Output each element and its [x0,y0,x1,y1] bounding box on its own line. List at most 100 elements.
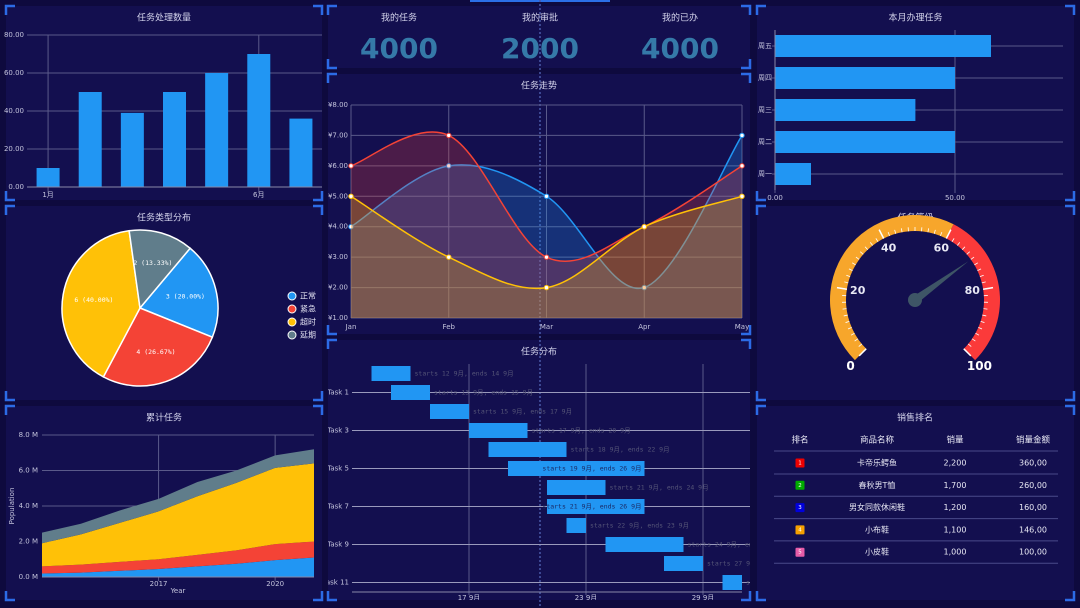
bar [205,73,229,187]
panel-corner [755,404,1076,602]
tick [963,348,972,357]
y-tick-label: ¥4.00 [328,223,348,231]
minor-tick [971,338,976,342]
tick [858,348,867,357]
rank-badge [795,525,805,535]
minor-tick [846,274,851,278]
panel-corner [755,204,1076,402]
minor-tick [961,246,966,250]
y-tick-label: 4.0 M [19,502,38,510]
tick [878,229,885,239]
panel-corner [755,4,1076,202]
y-tick-label: 60.00 [4,69,24,77]
panel-title: 累计任务 [146,412,182,424]
rank-badge [795,458,805,468]
slice-label: 4 (26.67%) [136,348,175,356]
bar [775,35,991,57]
minor-tick [966,251,971,255]
bar [775,67,955,89]
table-header: 销量 [946,435,964,446]
point [739,193,745,199]
panel-corner [326,72,752,336]
point [543,193,550,199]
area [42,557,314,577]
table-cell: 1,200 [944,503,967,512]
panel-corner [326,4,752,70]
pie-slice [61,229,141,378]
stat-label: 我的已办 [662,12,698,24]
bar [36,168,60,187]
panel-title: 任务分布 [521,346,557,358]
slice-label: 3 (20.00%) [166,293,205,301]
bar-label: starts 18 9月, ends 22 9月 [571,446,670,454]
bar-label: starts 30 9月, ends 01 10月 [746,579,849,587]
minor-tick [894,229,897,234]
panel-title: 任务类型分布 [137,212,191,224]
minor-tick [951,238,955,242]
y-tick-label: 周一 [758,170,772,178]
table-cell: 146,00 [1019,525,1047,534]
area [42,449,314,544]
table-cell: 小布鞋 [865,524,889,534]
minor-tick [940,231,943,236]
gauge-needle [912,261,969,304]
legend-swatch [287,304,297,314]
y-tick-label: ¥6.00 [328,162,348,170]
x-tick-label: Apr [638,323,650,331]
x-tick-label: 17 9月 [458,594,481,602]
gantt: 17 9月 23 9月 29 9月 starts 12 9月, ends 14 9月 T… [326,364,849,602]
minor-tick [845,320,850,323]
gantt-bar [430,404,469,419]
gantt-bar [391,385,430,400]
table-header: 销量金额 [1016,435,1051,446]
bar-label: starts 17 9月, ends 20 9月 [532,427,631,435]
minor-tick [977,268,982,271]
pie-slice [138,247,219,339]
minor-tick [927,228,930,233]
x-tick-label: May [735,323,749,331]
minor-tick [855,256,860,260]
stat-label: 我的任务 [381,12,417,24]
minor-tick [980,320,985,323]
table-header: 排名 [791,435,808,446]
y-tick-label: 80.00 [4,31,24,39]
legend-swatch [287,317,297,327]
y-tick-label: 2.0 M [19,538,38,546]
point [446,254,452,260]
y-tick-label: ¥8.00 [328,101,348,109]
minor-tick [967,343,972,347]
gauge-hub [908,293,922,307]
bar [78,92,102,187]
minor-tick [869,242,874,246]
table-cell: 男女同款休闲鞋 [849,502,905,512]
y-tick-label: 周四 [758,74,772,82]
gauge-label: 80 [965,284,981,297]
gantt-bar [469,423,528,438]
rank-badge [795,480,805,490]
table-cell: 360,00 [1019,459,1047,468]
y-tick-label: Task 1 [326,389,349,397]
x-tick-label: 0.00 [767,194,783,202]
bar [289,118,313,187]
panel [328,6,750,68]
minor-tick [851,262,856,266]
tick [983,286,994,290]
minor-tick [978,327,983,330]
y-tick-label: ¥2.00 [328,284,348,292]
legend-swatch [287,291,297,301]
minor-tick [956,242,961,246]
gantt-bar [547,499,645,514]
minor-tick [842,308,847,310]
point [739,132,745,139]
gauge-label: 40 [881,241,897,254]
y-tick-label: Task 9 [326,541,349,549]
minor-tick [848,268,853,271]
minor-tick [843,314,848,317]
point [543,254,550,260]
bar [775,99,916,121]
line-area [351,135,742,318]
table-cell: 卡帝乐鳄鱼 [857,458,897,468]
legend-label: 超时 [300,317,316,327]
panel-title: 任务走势 [521,80,557,92]
y-tick-label: Task 5 [326,465,349,473]
